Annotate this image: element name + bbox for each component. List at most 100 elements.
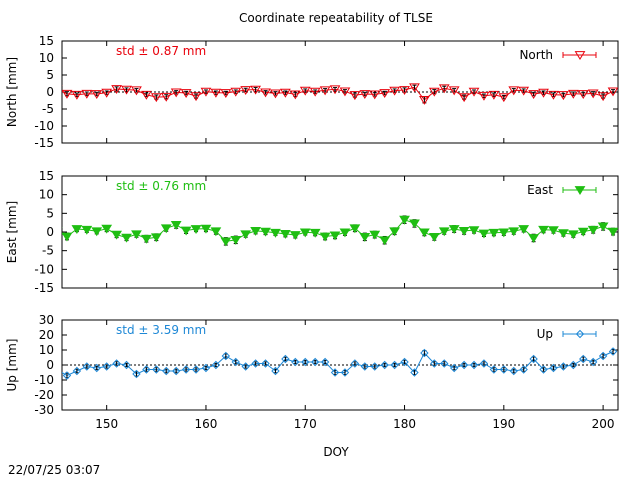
data-point [102,362,111,371]
data-point [518,225,530,235]
data-point [449,363,459,373]
std-annotation: std ± 3.59 mm [116,323,206,337]
data-point [438,84,450,94]
data-point [469,360,479,370]
data-point [498,228,510,238]
data-point [91,227,103,237]
data-point [201,363,211,373]
data-point [240,86,252,95]
data-point [350,359,360,368]
data-point [81,89,93,99]
data-point [210,88,222,98]
data-point [409,219,420,229]
series-up [62,347,618,380]
data-point [559,362,568,371]
y-tick-label: -10 [34,119,54,133]
data-point [588,357,598,367]
y-tick-label: 0 [46,358,54,372]
y-tick-label: -5 [42,244,54,258]
y-tick-label: -20 [34,388,54,402]
data-point [291,357,300,367]
data-point [142,365,151,374]
data-point [399,86,410,95]
data-point [359,90,371,100]
y-tick-label: -10 [34,262,54,276]
data-point [171,366,181,376]
panel-north: -15 -10 -5 0 5 10 15 North [mm] std ± 0.87 mm Nor… [5,34,619,150]
data-point [211,360,221,370]
data-point [330,368,340,377]
data-point [499,365,509,374]
data-point [270,228,281,238]
data-point [529,354,538,364]
data-point [567,230,579,240]
legend-label: Up [537,327,553,341]
data-point [509,366,518,376]
data-point [379,89,391,99]
data-point [370,362,379,371]
legend-label: East [527,183,553,197]
y-tick-label: -15 [34,281,54,295]
data-point [170,88,182,98]
data-point [260,88,271,98]
data-point [349,224,361,234]
data-point [579,354,588,364]
x-tick-label: 180 [393,417,416,431]
y-tick-label: 30 [39,313,54,327]
data-point [289,90,301,100]
data-point [419,95,430,105]
data-point [91,90,103,100]
legend-marker [574,186,586,196]
data-point [319,232,331,242]
data-point [309,87,321,97]
data-point [587,225,599,235]
data-point [162,366,171,376]
data-point [220,89,232,99]
data-point [271,366,280,376]
data-point [121,233,132,243]
data-point [299,86,311,96]
data-point [478,91,490,101]
data-point [428,232,440,242]
data-point [301,357,310,367]
data-point [390,360,399,370]
data-point [72,366,82,376]
data-point [389,86,400,96]
data-point [468,87,480,97]
data-point [121,85,132,95]
data-point [380,360,389,370]
data-point [597,222,609,232]
data-point [488,228,500,238]
x-tick-label: 160 [195,417,218,431]
data-point [220,237,232,247]
data-point [400,357,409,367]
data-point [191,365,201,374]
data-point [519,365,528,374]
data-point [607,227,618,237]
x-axis-label: DOY [323,445,349,459]
data-point [597,92,609,102]
data-point [349,91,361,101]
data-point [440,359,449,368]
data-point [152,365,161,374]
panel-east: -15 -10 -5 0 5 10 15 East [mm] std ± 0.76 mm East [5,169,619,295]
data-point [112,359,121,368]
data-point [170,221,182,230]
data-point [111,230,122,240]
data-point [141,90,152,100]
data-point [221,351,231,361]
y-tick-label: 15 [39,34,54,48]
data-point [340,368,350,377]
timestamp: 22/07/25 03:07 [8,463,100,477]
data-point [608,347,618,356]
data-point [131,86,142,96]
y-tick-label: 10 [39,188,54,202]
data-point [577,90,589,100]
data-point [200,87,212,97]
data-point [389,227,400,237]
y-tick-label: -10 [34,373,54,387]
data-point [369,230,381,240]
data-point [62,371,72,380]
data-point [141,234,152,244]
data-point [549,363,558,373]
